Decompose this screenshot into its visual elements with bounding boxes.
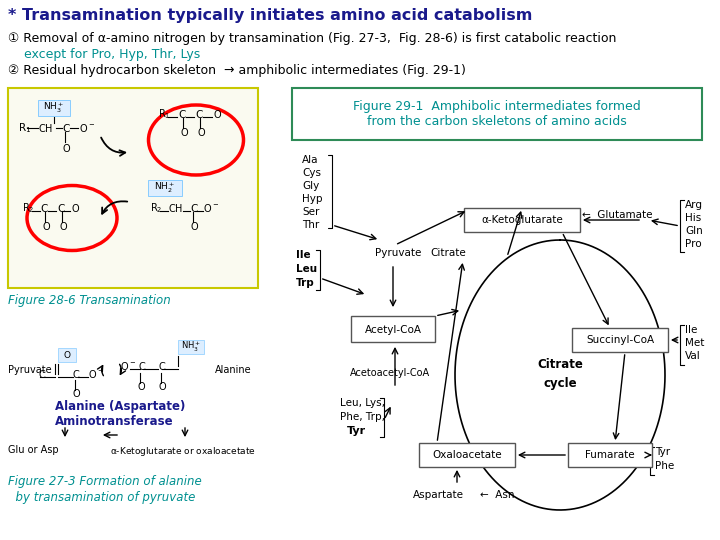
Bar [58,348,76,362]
Text: Alanine: Alanine [215,365,251,375]
Text: $\mathregular{O}$: $\mathregular{O}$ [197,126,206,138]
Text: $\mathregular{O^-}$: $\mathregular{O^-}$ [79,122,95,134]
Text: Alanine (Aspartate)
Aminotransferase: Alanine (Aspartate) Aminotransferase [55,400,185,428]
Text: $\mathregular{CH}$: $\mathregular{CH}$ [38,122,53,134]
Bar [464,208,580,232]
Text: Fumarate: Fumarate [585,450,635,460]
Text: Citrate: Citrate [537,359,583,372]
Bar [8,88,258,288]
Text: ① Removal of α-amino nitrogen by transamination (Fig. 27-3,  Fig. 28-6) is first: ① Removal of α-amino nitrogen by transam… [8,32,616,45]
Text: Gly: Gly [302,181,319,191]
Text: Ala: Ala [302,155,318,165]
Text: ←  Asn: ← Asn [480,490,515,500]
Text: Arg: Arg [685,200,703,210]
Text: ② Residual hydrocarbon skeleton  → amphibolic intermediates (Fig. 29-1): ② Residual hydrocarbon skeleton → amphib… [8,64,466,77]
Text: $\mathregular{C}$: $\mathregular{C}$ [57,202,66,214]
Text: Cys: Cys [302,168,321,178]
Text: Figure 28-6 Transamination: Figure 28-6 Transamination [8,294,171,307]
Text: $\mathregular{R_1}$: $\mathregular{R_1}$ [18,121,31,135]
Text: $\mathregular{\alpha}$-Ketoglutarate or oxaloacetate: $\mathregular{\alpha}$-Ketoglutarate or … [110,445,256,458]
Bar [572,328,668,352]
Text: $\mathregular{O}$: $\mathregular{O}$ [213,108,222,120]
Text: Acetyl-CoA: Acetyl-CoA [364,325,421,335]
Text: $\mathregular{NH_3^+}$: $\mathregular{NH_3^+}$ [181,340,201,354]
Text: $\mathregular{C}$: $\mathregular{C}$ [40,202,49,214]
Bar [38,100,70,116]
Text: Tyr: Tyr [347,426,366,436]
Text: Acetoacetyl-CoA: Acetoacetyl-CoA [350,368,430,378]
Text: Phe: Phe [655,461,674,471]
Bar [292,88,702,140]
Text: $\mathregular{O}$: $\mathregular{O}$ [62,142,71,154]
Text: $\mathregular{O}$: $\mathregular{O}$ [72,387,81,399]
Text: Citrate: Citrate [430,248,466,258]
Text: Aspartate: Aspartate [413,490,464,500]
Text: cycle: cycle [543,376,577,389]
Text: O: O [63,350,71,360]
Text: * Transamination typically initiates amino acid catabolism: * Transamination typically initiates ami… [8,8,532,23]
Text: Figure 29-1  Amphibolic intermediates formed: Figure 29-1 Amphibolic intermediates for… [353,100,641,113]
Text: except for Pro, Hyp, Thr, Lys: except for Pro, Hyp, Thr, Lys [8,48,200,61]
Text: Hyp: Hyp [302,194,323,204]
Text: Val: Val [685,351,701,361]
Text: $\mathregular{O}$: $\mathregular{O}$ [190,220,199,232]
Text: $\mathregular{O}$: $\mathregular{O}$ [42,220,51,232]
Text: Pyruvate: Pyruvate [375,248,421,258]
Text: Figure 27-3 Formation of alanine: Figure 27-3 Formation of alanine [8,475,202,488]
Text: His: His [685,213,701,223]
Text: Ile: Ile [685,325,698,335]
Text: Gln: Gln [685,226,703,236]
Text: $\mathregular{O}$: $\mathregular{O}$ [137,380,146,392]
Text: $\mathregular{C}$: $\mathregular{C}$ [62,122,71,134]
Text: $\mathregular{CH}$: $\mathregular{CH}$ [168,202,183,214]
Text: Leu, Lys,: Leu, Lys, [340,398,385,408]
Text: Pro: Pro [685,239,701,249]
Bar [178,340,204,354]
Text: Succinyl-CoA: Succinyl-CoA [586,335,654,345]
Text: by transamination of pyruvate: by transamination of pyruvate [8,491,195,504]
Bar [568,443,652,467]
Text: Oxaloacetate: Oxaloacetate [432,450,502,460]
Text: ←  Glutamate: ← Glutamate [582,210,652,220]
Text: $\mathregular{R_2}$: $\mathregular{R_2}$ [150,201,163,215]
Text: $\mathregular{R_1}$: $\mathregular{R_1}$ [158,107,171,121]
Text: $\mathregular{O}$: $\mathregular{O}$ [71,202,80,214]
Text: $\mathregular{C}$: $\mathregular{C}$ [72,368,80,380]
Text: Pyruvate: Pyruvate [8,365,52,375]
Text: $\mathregular{O^-}$: $\mathregular{O^-}$ [203,202,219,214]
Text: from the carbon skeletons of amino acids: from the carbon skeletons of amino acids [367,115,627,128]
Bar [419,443,515,467]
Text: $\mathregular{C}$: $\mathregular{C}$ [138,360,146,372]
Text: $\mathregular{NH_2^+}$: $\mathregular{NH_2^+}$ [154,181,176,195]
Text: Tyr: Tyr [655,447,670,457]
Text: $\mathregular{O}$: $\mathregular{O}$ [180,126,189,138]
Text: $\mathregular{O^-}$: $\mathregular{O^-}$ [88,368,104,380]
Text: $\mathregular{C}$: $\mathregular{C}$ [178,108,186,120]
Text: $\mathregular{NH_3^+}$: $\mathregular{NH_3^+}$ [43,101,65,115]
Text: $\mathregular{C}$: $\mathregular{C}$ [195,108,204,120]
Bar [351,316,435,342]
Text: Ile: Ile [296,250,310,260]
Text: Thr: Thr [302,220,319,230]
Text: $\mathregular{C}$: $\mathregular{C}$ [38,368,46,380]
Text: Ser: Ser [302,207,320,217]
Text: Trp: Trp [296,278,315,288]
Text: Met: Met [685,338,704,348]
Text: $\mathregular{C}$: $\mathregular{C}$ [190,202,199,214]
Text: Glu or Asp: Glu or Asp [8,445,58,455]
Text: $\mathregular{O^-}$: $\mathregular{O^-}$ [120,360,136,372]
Text: $\mathregular{R_2}$: $\mathregular{R_2}$ [22,201,35,215]
Text: Phe, Trp,: Phe, Trp, [340,412,385,422]
Text: α-Ketoglutarate: α-Ketoglutarate [481,215,563,225]
Text: $\mathregular{O}$: $\mathregular{O}$ [59,220,68,232]
Bar [148,180,182,196]
Text: $\mathregular{O}$: $\mathregular{O}$ [158,380,167,392]
Text: Leu: Leu [296,264,317,274]
Text: $\mathregular{C}$: $\mathregular{C}$ [158,360,166,372]
